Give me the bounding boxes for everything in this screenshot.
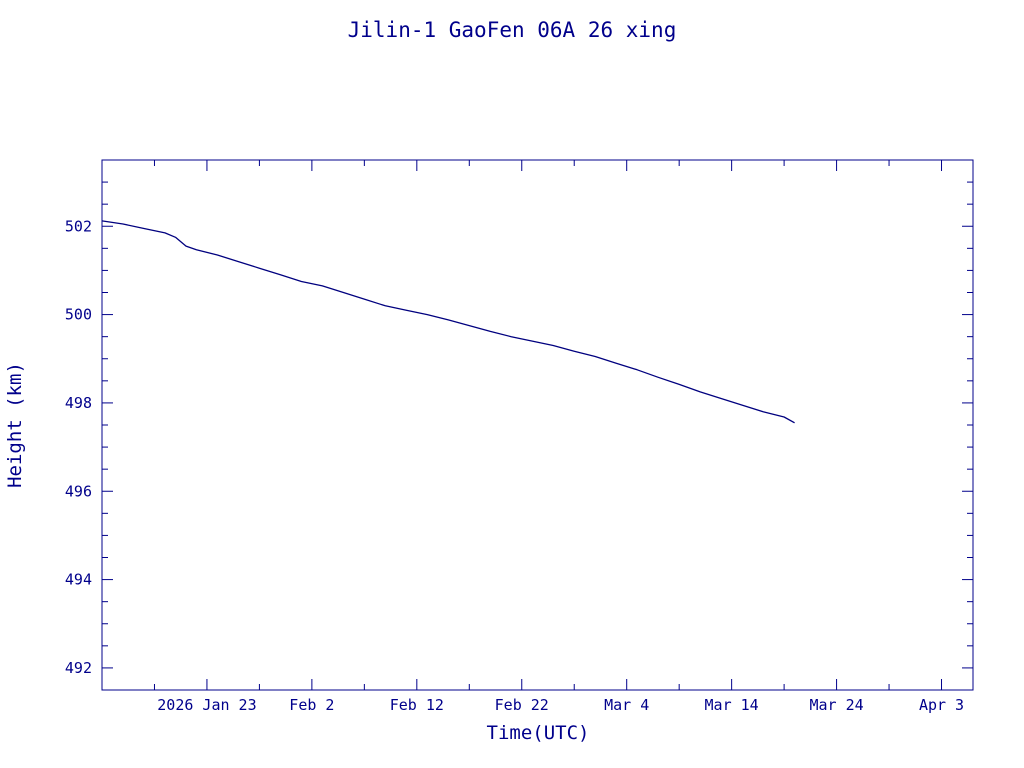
y-tick-label: 502 xyxy=(65,217,92,235)
x-tick-label: Mar 24 xyxy=(809,696,863,714)
x-tick-label: Feb 2 xyxy=(289,696,334,714)
x-tick-label: Feb 22 xyxy=(495,696,549,714)
height-series-line xyxy=(101,220,795,424)
y-tick-label: 500 xyxy=(65,306,92,324)
chart-title: Jilin-1 GaoFen 06A 26 xing xyxy=(348,18,677,42)
x-tick-label: Feb 12 xyxy=(390,696,444,714)
x-tick-label: 2026 Jan 23 xyxy=(157,696,256,714)
plot-area: 2026 Jan 23 Feb 2 Feb 12 Feb 22 Mar 4 Mar 14 M… xyxy=(65,159,974,714)
y-tick-label: 492 xyxy=(65,659,92,677)
y-tick-label: 498 xyxy=(65,394,92,412)
plot-frame xyxy=(101,159,974,691)
x-tick-label: Apr 3 xyxy=(919,696,964,714)
y-tick-label: 496 xyxy=(65,482,92,500)
x-axis-title: Time(UTC) xyxy=(487,722,590,744)
x-tick-label: Mar 14 xyxy=(705,696,759,714)
y-tick-label: 494 xyxy=(65,571,92,589)
y-axis-title: Height (km) xyxy=(4,362,26,488)
x-tick-label: Mar 4 xyxy=(604,696,649,714)
